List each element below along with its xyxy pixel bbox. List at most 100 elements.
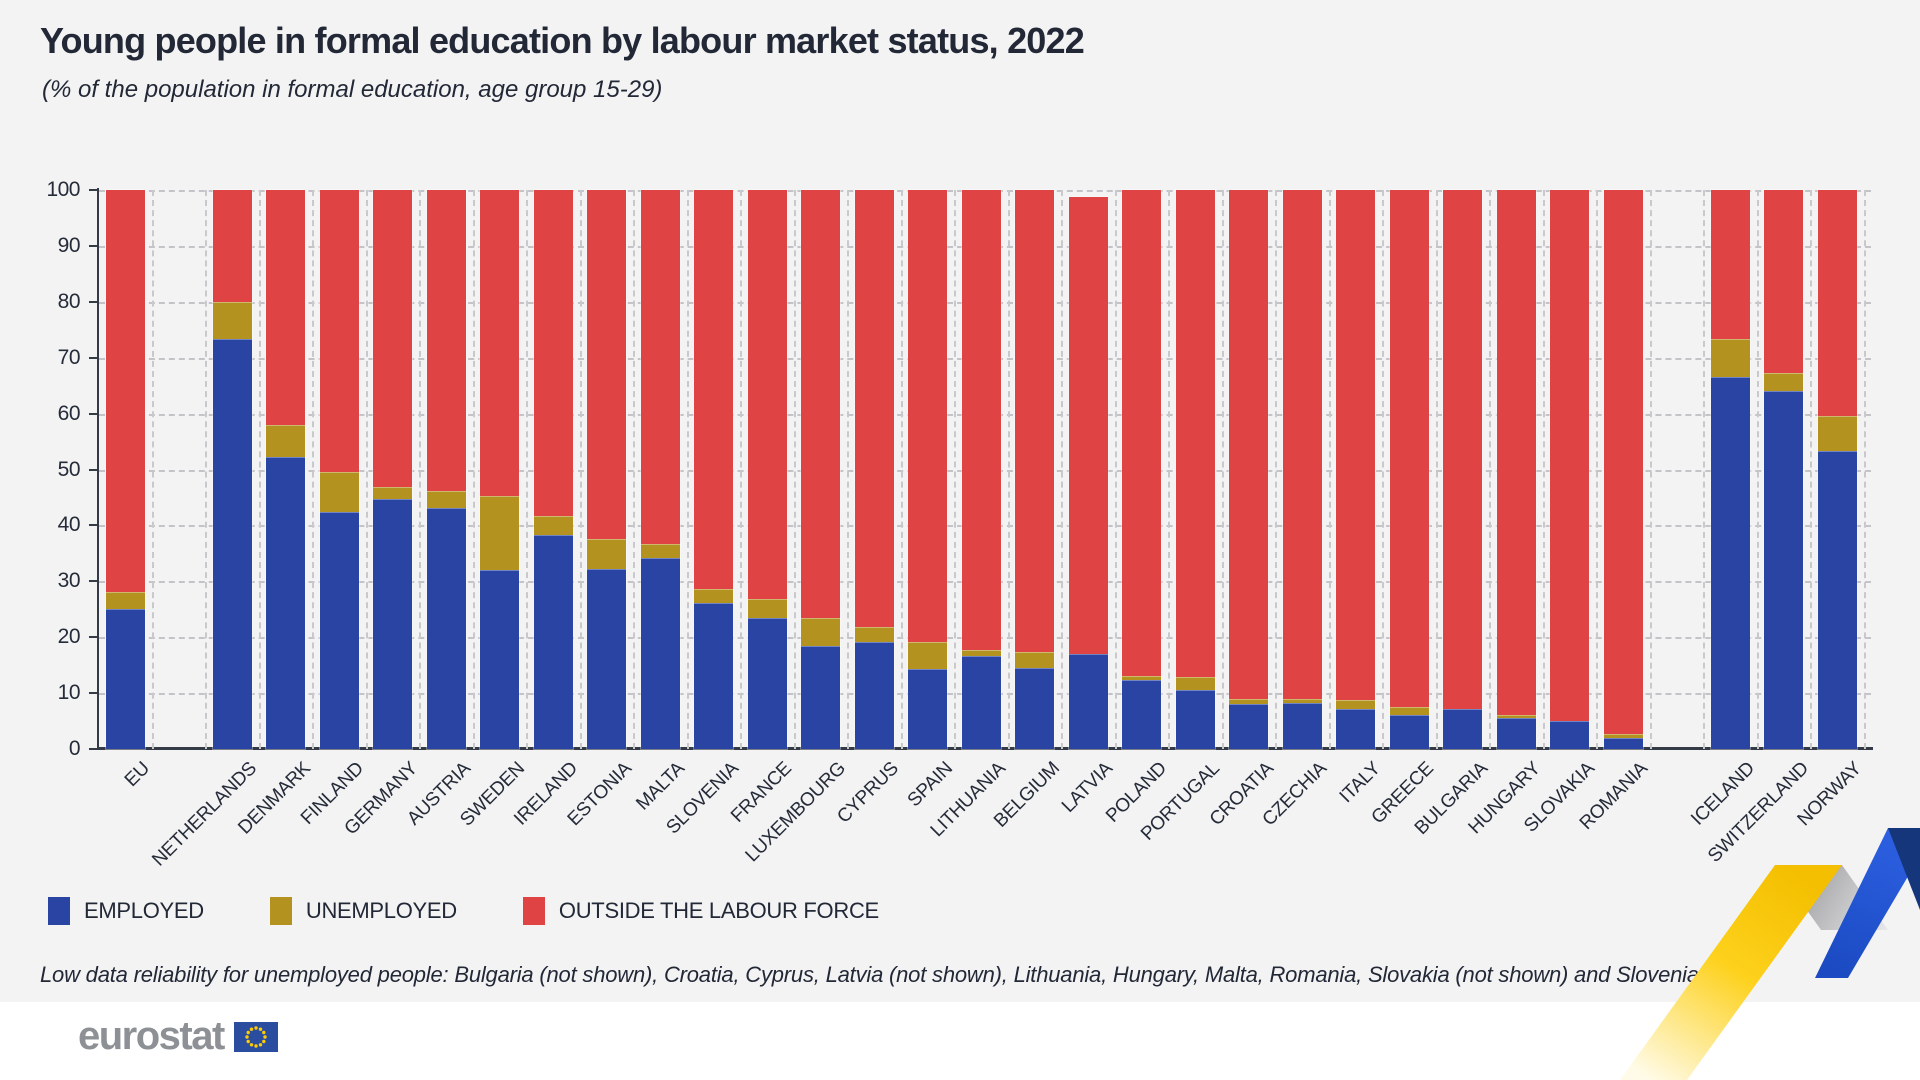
bar-segment-czechia-outside-the-labour-force: [1282, 190, 1322, 700]
ribbon-blue-fold: [1888, 828, 1920, 910]
bar-segment-ireland-employed: [533, 535, 573, 749]
gridline-x-3: [312, 190, 315, 749]
bar-segment-cyprus-employed: [854, 641, 894, 749]
gridline-x-24: [1435, 190, 1438, 749]
y-axis-label-30: 30: [57, 569, 81, 593]
bar-segment-spain-employed: [908, 668, 947, 749]
y-axis-label-100: 100: [46, 178, 80, 201]
y-axis-label-90: 90: [57, 233, 81, 257]
bar-segment-romania-unemployed: [1603, 734, 1643, 739]
gridline-x-1: [205, 190, 208, 749]
bar-segment-france-unemployed: [747, 598, 787, 618]
bar-segment-eu-outside-the-labour-force: [105, 190, 145, 592]
bar-segment-netherlands-unemployed: [212, 302, 252, 339]
bar-segment-finland-outside-the-labour-force: [319, 190, 359, 472]
bar-segment-poland-outside-the-labour-force: [1122, 190, 1161, 676]
bar-segment-germany-unemployed: [373, 487, 412, 500]
gridline-x-18: [1114, 190, 1117, 749]
bar-segment-slovenia-unemployed: [694, 589, 733, 604]
y-axis-label-20: 20: [57, 625, 81, 649]
bar-segment-belgium-outside-the-labour-force: [1015, 190, 1054, 652]
gridline-x-6: [472, 190, 475, 749]
y-axis-label-0: 0: [68, 737, 81, 760]
y-axis-label-80: 80: [57, 289, 81, 313]
bar-segment-france-employed: [747, 617, 787, 749]
bar-segment-czechia-employed: [1282, 703, 1322, 749]
gridline-x-29: [1703, 190, 1706, 749]
bar-segment-romania-outside-the-labour-force: [1603, 190, 1643, 735]
bar-segment-finland-employed: [319, 511, 359, 749]
bar-segment-italy-outside-the-labour-force: [1336, 190, 1375, 700]
bar-segment-poland-unemployed: [1122, 675, 1161, 680]
gridline-x-17: [1061, 190, 1064, 749]
chart-subtitle: (% of the population in formal education…: [42, 76, 663, 103]
bar-segment-malta-outside-the-labour-force: [640, 190, 680, 544]
gridline-x-4: [365, 190, 368, 749]
bar-segment-portugal-outside-the-labour-force: [1175, 190, 1215, 677]
bar-segment-germany-outside-the-labour-force: [373, 190, 412, 488]
ribbon-blue-band: [1815, 828, 1920, 978]
y-axis-tick-90: [89, 244, 97, 247]
bar-segment-finland-unemployed: [319, 471, 359, 512]
legend-item-employed: EMPLOYED: [48, 897, 204, 925]
bar-segment-slovenia-employed: [694, 603, 733, 749]
bar-segment-norway-outside-the-labour-force: [1817, 190, 1857, 417]
bar-segment-croatia-employed: [1229, 704, 1268, 749]
gridline-x-9: [633, 190, 636, 749]
bar-segment-austria-outside-the-labour-force: [426, 190, 466, 491]
y-axis-tick-30: [89, 580, 97, 583]
bar-segment-eu-unemployed: [105, 591, 145, 609]
bar-segment-netherlands-employed: [212, 338, 252, 749]
y-axis-tick-60: [89, 412, 97, 415]
bar-segment-denmark-unemployed: [266, 424, 305, 458]
gridline-x-21: [1275, 190, 1278, 749]
bar-segment-latvia-employed: [1068, 653, 1108, 749]
gridline-x-13: [847, 190, 850, 749]
bar-segment-belgium-employed: [1015, 667, 1054, 749]
gridline-x-14: [900, 190, 903, 749]
bar-segment-iceland-outside-the-labour-force: [1710, 190, 1750, 340]
bar-segment-norway-unemployed: [1817, 416, 1857, 452]
legend-label: OUTSIDE THE LABOUR FORCE: [558, 898, 879, 923]
bar-segment-cyprus-outside-the-labour-force: [854, 190, 894, 628]
gridline-x-16: [1007, 190, 1010, 749]
bar-segment-hungary-outside-the-labour-force: [1496, 190, 1536, 716]
gridline-x-15: [954, 190, 957, 749]
bar-segment-greece-unemployed: [1389, 707, 1429, 716]
bar-segment-hungary-unemployed: [1496, 715, 1536, 719]
bar-segment-cyprus-unemployed: [854, 627, 894, 642]
bar-segment-ireland-outside-the-labour-force: [533, 190, 573, 517]
y-axis-tick-70: [89, 356, 97, 359]
bar-segment-netherlands-outside-the-labour-force: [212, 190, 252, 303]
legend-swatch: [269, 897, 292, 925]
gridline-x-31: [1810, 190, 1813, 749]
bar-segment-portugal-unemployed: [1175, 676, 1215, 691]
bar-segment-france-outside-the-labour-force: [747, 190, 787, 599]
y-axis-tick-50: [89, 468, 97, 471]
eu-flag-icon: [233, 1021, 278, 1052]
bar-segment-romania-employed: [1603, 738, 1643, 749]
y-axis-tick-40: [89, 524, 97, 527]
bar-segment-malta-unemployed: [640, 543, 680, 559]
y-axis-label-10: 10: [57, 681, 81, 705]
chart-title: Young people in formal education by labo…: [40, 20, 1085, 61]
bar-segment-italy-employed: [1336, 709, 1375, 749]
bar-segment-lithuania-employed: [961, 655, 1001, 749]
legend-swatch: [48, 897, 70, 925]
y-axis-tick-100: [89, 189, 97, 191]
y-axis-tick-80: [89, 300, 97, 303]
legend-label: UNEMPLOYED: [305, 898, 457, 923]
bar-segment-hungary-employed: [1496, 718, 1536, 749]
bar-segment-bulgaria-outside-the-labour-force: [1443, 190, 1482, 710]
bar-segment-slovakia-outside-the-labour-force: [1550, 190, 1589, 721]
gridline-x-5: [419, 190, 422, 749]
gridline-x-19: [1168, 190, 1171, 749]
bar-segment-austria-employed: [426, 507, 466, 749]
bar-segment-lithuania-unemployed: [961, 649, 1001, 656]
bar-segment-belgium-unemployed: [1015, 651, 1054, 668]
legend-label: EMPLOYED: [84, 898, 204, 923]
y-axis-label-60: 60: [57, 401, 81, 425]
y-axis-label-40: 40: [57, 513, 81, 537]
bar-segment-slovakia-employed: [1550, 720, 1589, 749]
plot-area: [99, 190, 1871, 749]
